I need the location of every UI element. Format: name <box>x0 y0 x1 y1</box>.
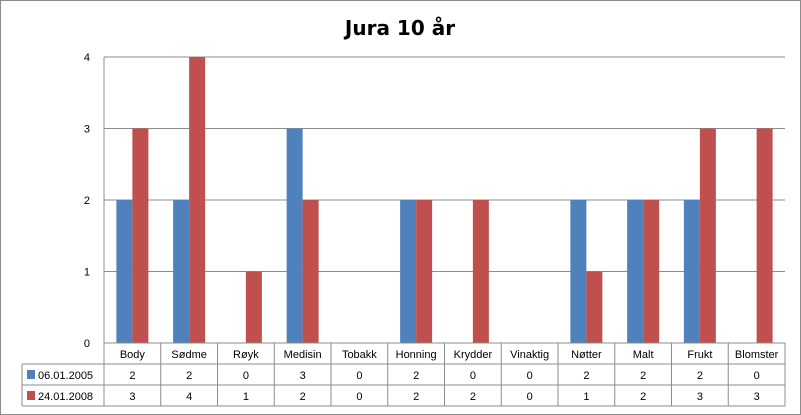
category-label: Blomster <box>735 349 779 361</box>
bar <box>683 200 700 343</box>
category-label: Malt <box>633 349 654 361</box>
y-tick-label: 0 <box>84 338 90 350</box>
y-tick-label: 3 <box>84 124 90 136</box>
table-cell: 1 <box>583 391 589 403</box>
y-tick-label: 2 <box>84 195 90 207</box>
table-cell: 0 <box>356 370 362 382</box>
table-cell: 0 <box>754 370 760 382</box>
table-cell: 2 <box>129 370 135 382</box>
bar <box>570 200 587 343</box>
table-cell: 3 <box>300 370 306 382</box>
bar <box>189 57 206 343</box>
table-cell: 2 <box>300 391 306 403</box>
table-cell: 2 <box>186 370 192 382</box>
table-cell: 3 <box>697 391 703 403</box>
table-cell: 0 <box>243 370 249 382</box>
bar <box>132 128 149 343</box>
bars <box>116 57 773 343</box>
bar <box>472 200 489 343</box>
bar <box>586 271 603 343</box>
table-cell: 0 <box>470 370 476 382</box>
y-axis-ticks: 0 1 2 3 4 <box>84 52 90 350</box>
category-label: Body <box>120 349 146 361</box>
table-cell: 3 <box>754 391 760 403</box>
table-cell: 0 <box>356 391 362 403</box>
table-cell: 0 <box>527 391 533 403</box>
bar <box>173 200 190 343</box>
bar <box>286 128 303 343</box>
y-tick-label: 1 <box>84 267 90 279</box>
table-cell: 3 <box>129 391 135 403</box>
bar <box>400 200 417 343</box>
bar <box>699 128 716 343</box>
y-tick-label: 4 <box>84 52 90 64</box>
category-label: Vinaktig <box>510 349 549 361</box>
category-label: Sødme <box>171 349 206 361</box>
data-table: Body Sødme Røyk Medisin Tobakk Honning Krydder… <box>21 342 786 407</box>
table-cell: 2 <box>583 370 589 382</box>
category-label: Frukt <box>687 349 712 361</box>
bar <box>627 200 644 343</box>
bar <box>643 200 660 343</box>
table-cell: 2 <box>413 370 419 382</box>
bar <box>116 200 133 343</box>
table-cell: 4 <box>186 391 192 403</box>
legend-swatch <box>27 370 35 379</box>
chart-title: Jura 10 år <box>343 16 455 40</box>
category-label: Røyk <box>233 349 259 361</box>
table-cell: 2 <box>697 370 703 382</box>
table-cell: 2 <box>413 391 419 403</box>
category-label: Medisin <box>284 349 322 361</box>
category-label: Nøtter <box>571 349 602 361</box>
bar <box>302 200 319 343</box>
table-cell: 2 <box>640 370 646 382</box>
legend-label: 06.01.2005 <box>38 370 93 382</box>
table-cell: 0 <box>527 370 533 382</box>
bar <box>245 271 262 343</box>
legend-label: 24.01.2008 <box>38 391 93 403</box>
category-label: Honning <box>396 349 437 361</box>
category-label: Krydder <box>454 349 493 361</box>
bar <box>416 200 433 343</box>
table-cell: 1 <box>243 391 249 403</box>
bar <box>756 128 773 343</box>
table-cell: 2 <box>470 391 476 403</box>
legend-swatch <box>27 391 35 400</box>
category-label: Tobakk <box>342 349 377 361</box>
gridlines <box>104 56 785 272</box>
table-cell: 2 <box>640 391 646 403</box>
